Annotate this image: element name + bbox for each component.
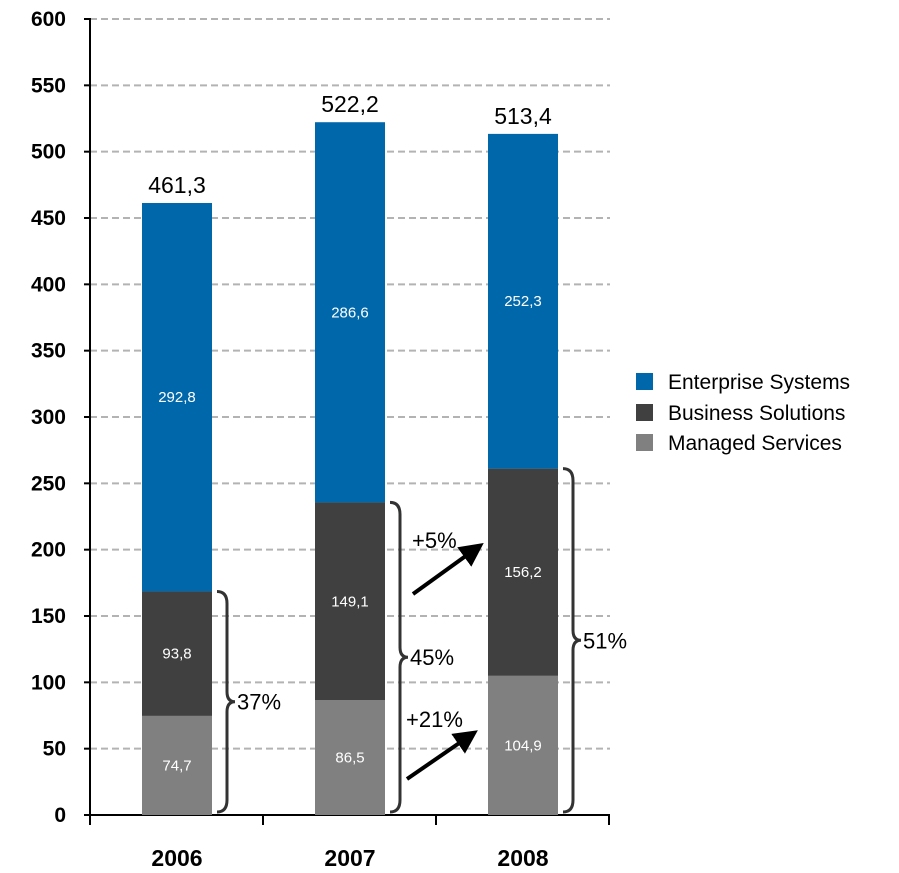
x-tick-label-2007: 2007	[324, 845, 375, 871]
x-tick-label-2006: 2006	[151, 845, 202, 871]
share-label-2008: 51%	[583, 628, 627, 653]
y-tick-label-350: 350	[31, 340, 66, 363]
y-tick-label-500: 500	[31, 141, 66, 164]
data-label-2007-managed-services: 86,5	[335, 750, 364, 767]
bar-2007-managed-services	[315, 700, 385, 815]
y-tick-label-250: 250	[31, 472, 66, 495]
data-label-2008-enterprise-systems: 252,3	[504, 293, 542, 310]
growth-arrow-managed-services	[405, 730, 478, 781]
growth-arrow-business-solutions	[411, 542, 484, 596]
data-label-2007-enterprise-systems: 286,6	[331, 304, 369, 321]
growth-label-managed-services: +21%	[406, 707, 463, 732]
legend: Enterprise Systems Business Solutions Mana…	[636, 371, 850, 455]
bar-2006-managed-services	[142, 715, 212, 815]
data-label-2008-business-solutions: 156,2	[504, 564, 542, 581]
data-label-2006-business-solutions: 93,8	[162, 646, 191, 663]
y-tick-label-150: 150	[31, 605, 66, 628]
bar-2008-managed-services	[488, 675, 558, 815]
legend-label-enterprise-systems: Enterprise Systems	[668, 371, 850, 394]
legend-label-managed-services: Managed Services	[668, 432, 842, 455]
total-label-2006: 461,3	[148, 172, 206, 198]
data-label-2006-enterprise-systems: 292,8	[158, 389, 196, 406]
legend-swatch-managed-services	[636, 434, 653, 451]
bar-2006-enterprise-systems	[142, 203, 212, 592]
y-tick-label-550: 550	[31, 74, 66, 97]
y-tick-label-400: 400	[31, 273, 66, 296]
data-label-2008-managed-services: 104,9	[504, 737, 542, 754]
data-label-2006-managed-services: 74,7	[162, 757, 191, 774]
y-tick-label-200: 200	[31, 539, 66, 562]
total-label-2007: 522,2	[321, 91, 379, 117]
y-axis-ticks: 0 50 100 150 200 250 300 350 400 450 500 550 600	[31, 8, 90, 827]
bar-2008-business-solutions	[488, 468, 558, 676]
brace-2008	[562, 467, 582, 814]
y-tick-label-0: 0	[54, 804, 66, 827]
share-label-2006: 37%	[237, 690, 281, 715]
bar-2007-enterprise-systems	[315, 122, 385, 503]
x-axis-ticks: 2006 2007 2008	[151, 845, 548, 871]
bar-2008-enterprise-systems	[488, 133, 558, 469]
bar-2006-business-solutions	[142, 591, 212, 716]
y-tick-label-450: 450	[31, 207, 66, 230]
y-tick-label-300: 300	[31, 406, 66, 429]
total-label-2008: 513,4	[494, 103, 552, 129]
legend-swatch-enterprise-systems	[636, 373, 653, 390]
annotations: 37% 45% 51% +5% +21%	[216, 467, 627, 814]
bars: 74,7 93,8 292,8 461,3 86,5 149,1 286,6 522,2 104…	[142, 91, 558, 815]
x-tick-label-2008: 2008	[497, 845, 548, 871]
legend-label-business-solutions: Business Solutions	[668, 402, 845, 425]
y-tick-label-50: 50	[43, 738, 66, 761]
share-label-2007: 45%	[410, 645, 454, 670]
data-label-2007-business-solutions: 149,1	[331, 593, 369, 610]
growth-label-business-solutions: +5%	[412, 528, 457, 553]
y-tick-label-600: 600	[31, 8, 66, 31]
legend-swatch-business-solutions	[636, 404, 653, 421]
brace-2007	[389, 500, 409, 814]
brace-2006	[216, 589, 236, 814]
y-tick-label-100: 100	[31, 671, 66, 694]
bar-2007-business-solutions	[315, 502, 385, 701]
